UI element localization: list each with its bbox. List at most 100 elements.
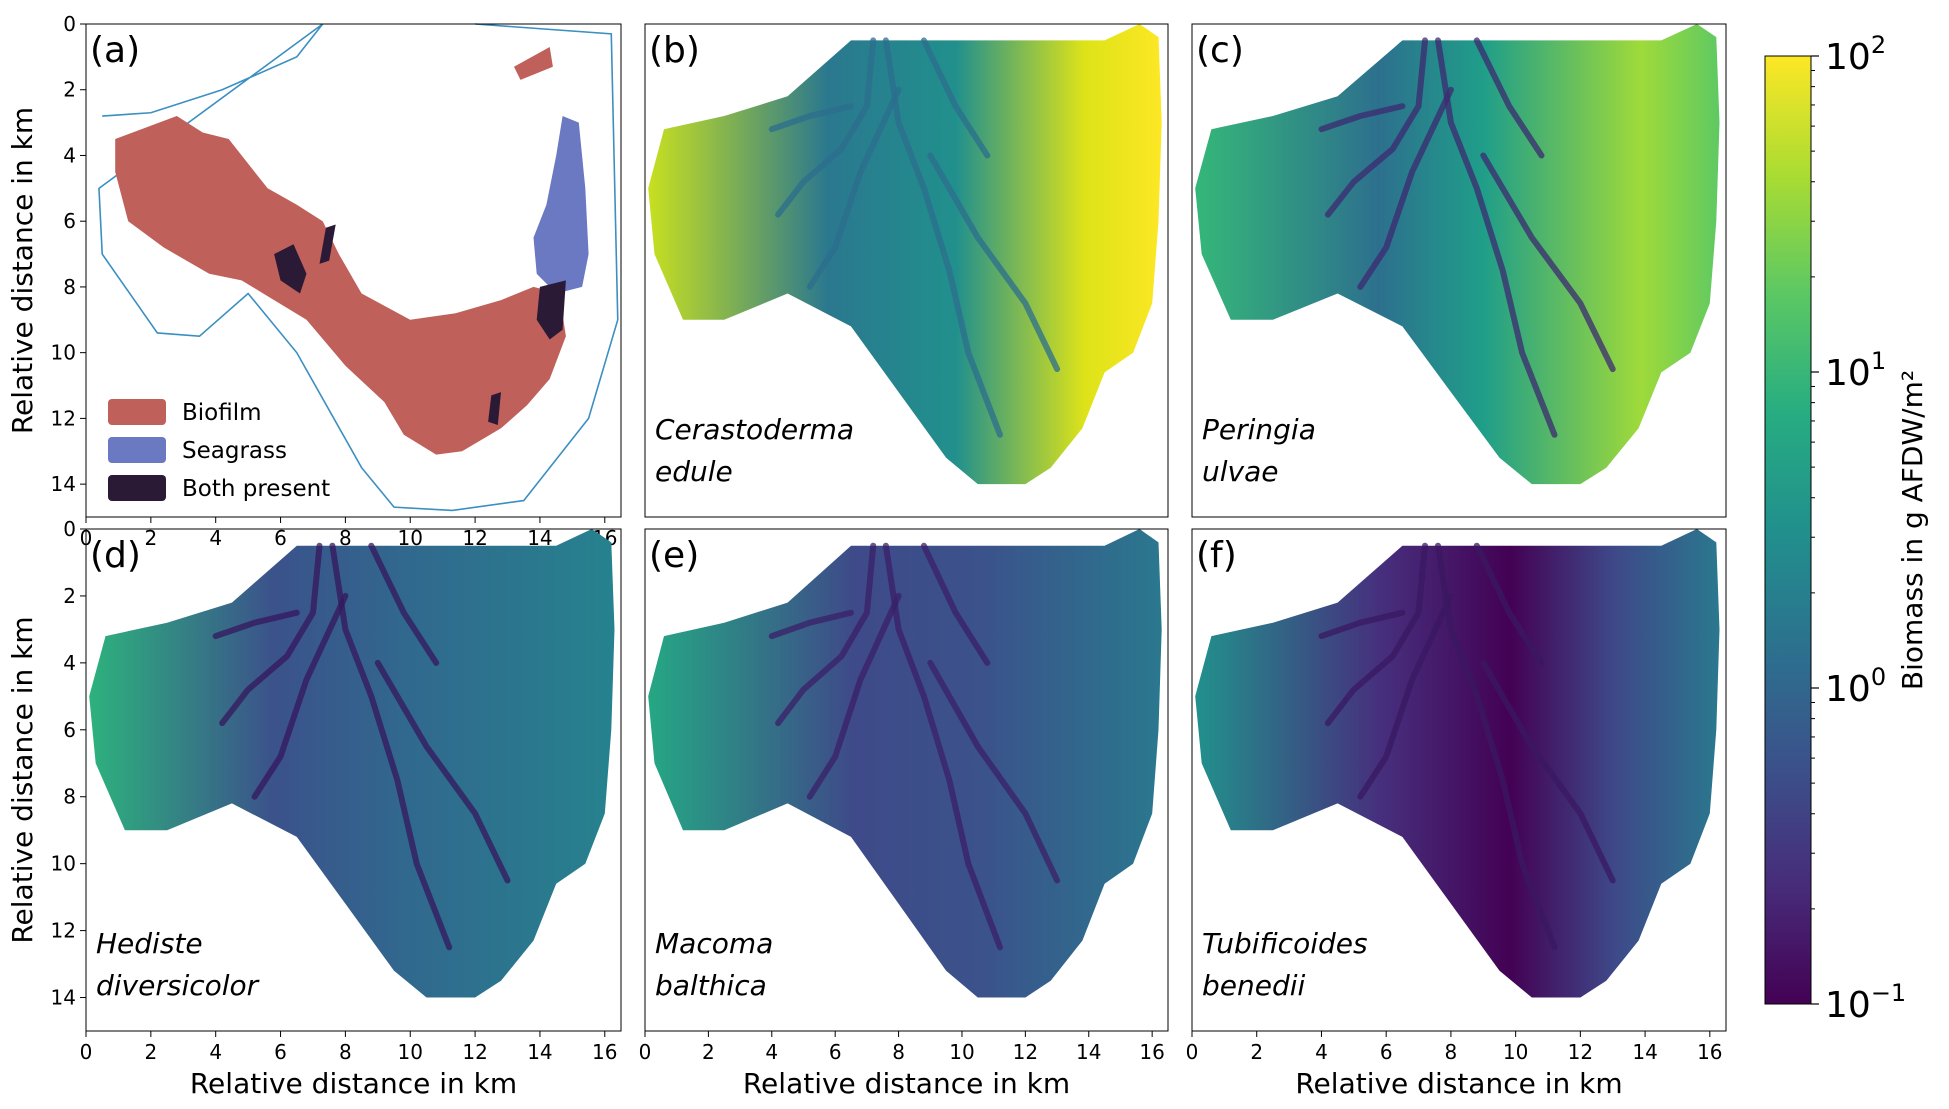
x-tick-label: 8 bbox=[339, 1040, 352, 1064]
creek-channel bbox=[251, 592, 349, 800]
y-tick-label: 12 bbox=[51, 919, 76, 943]
y-tick-label: 4 bbox=[63, 143, 76, 167]
panel-b: (b) Cerastoderma edule bbox=[644, 23, 1169, 518]
creek-channel bbox=[927, 152, 1061, 373]
legend-swatch bbox=[108, 437, 166, 463]
both-present-area bbox=[536, 280, 566, 340]
panel-label: (b) bbox=[649, 30, 700, 71]
x-tick-label: 0 bbox=[80, 1040, 93, 1064]
creek-channel bbox=[806, 592, 902, 800]
legend-label: Both present bbox=[182, 476, 330, 502]
x-tick-label: 4 bbox=[209, 1040, 222, 1064]
x-tick-label: 14 bbox=[527, 1040, 552, 1064]
x-axis-label: Relative distance in km bbox=[1295, 1067, 1622, 1100]
x-axis-label: Relative distance in km bbox=[743, 1067, 1070, 1100]
biomass-field bbox=[1195, 529, 1720, 998]
creek-channel bbox=[806, 86, 902, 290]
x-tick-label: 12 bbox=[1568, 1040, 1593, 1064]
panel-e: (e) Macoma balthica 0 2 4 6 8 10 12 14 16 Relative d… bbox=[639, 528, 1169, 1100]
creek-channel bbox=[219, 542, 323, 727]
creek-channel bbox=[1480, 152, 1616, 373]
x-tick-label: 14 bbox=[1076, 1040, 1101, 1064]
axes-frame bbox=[1191, 528, 1727, 1032]
x-tick-label: 8 bbox=[1445, 1040, 1458, 1064]
axes-frame bbox=[644, 528, 1169, 1032]
y-tick-label: 8 bbox=[63, 785, 76, 809]
creek-channel bbox=[920, 542, 991, 666]
species-label: benedii bbox=[1202, 969, 1306, 1002]
creek-channel bbox=[927, 659, 1061, 884]
creek-channel bbox=[1324, 542, 1428, 727]
legend-label: Biofilm bbox=[182, 400, 262, 426]
creek-channel bbox=[368, 542, 440, 666]
x-tick-label: 10 bbox=[949, 1040, 974, 1064]
y-tick-label: 6 bbox=[63, 209, 76, 233]
creek-channel bbox=[1473, 37, 1545, 159]
x-tick-label: 0 bbox=[1186, 1040, 1199, 1064]
y-tick-label: 10 bbox=[51, 341, 76, 365]
x-tick-label: 10 bbox=[398, 1040, 423, 1064]
x-tick-label: 2 bbox=[144, 1040, 157, 1064]
x-tick-label: 2 bbox=[702, 1040, 715, 1064]
panel-d: (d) Hediste diversicolor 0 2 4 6 8 10 12 14 16 0 2 4 6 8… bbox=[6, 517, 622, 1100]
x-tick-label: 8 bbox=[892, 1040, 905, 1064]
biomass-field bbox=[89, 529, 615, 998]
both-present-area bbox=[319, 224, 336, 264]
panel-label: (f) bbox=[1196, 535, 1237, 576]
x-tick-label: 10 bbox=[1503, 1040, 1528, 1064]
x-tick-label: 0 bbox=[639, 1040, 652, 1064]
panel-label: (a) bbox=[90, 30, 140, 71]
creek-channel bbox=[775, 542, 877, 727]
colorbar-tick-label: 101 bbox=[1825, 347, 1886, 394]
axes-frame bbox=[85, 23, 622, 518]
colorbar: 102 101 100 10−1 Biomass in g AFDW/m² bbox=[1764, 31, 1929, 1026]
x-tick-label: 6 bbox=[1380, 1040, 1393, 1064]
creek-channel bbox=[1318, 103, 1406, 133]
creek-channel bbox=[212, 609, 300, 640]
creek-channel bbox=[768, 609, 854, 640]
biofilm-area bbox=[115, 116, 566, 455]
y-axis-label: Relative distance in km bbox=[6, 616, 39, 943]
species-label: diversicolor bbox=[96, 969, 260, 1002]
creek-channel bbox=[1473, 542, 1545, 666]
colorbar-label: Biomass in g AFDW/m² bbox=[1896, 370, 1929, 690]
x-tick-label: 4 bbox=[765, 1040, 778, 1064]
biomass-field bbox=[648, 24, 1162, 485]
x-tick-label: 6 bbox=[829, 1040, 842, 1064]
species-label: Hediste bbox=[96, 927, 203, 960]
species-label: edule bbox=[655, 455, 733, 488]
x-tick-label: 12 bbox=[1013, 1040, 1038, 1064]
panel-label: (c) bbox=[1196, 30, 1244, 71]
y-tick-label: 0 bbox=[63, 12, 76, 36]
x-tick-label: 16 bbox=[592, 1040, 617, 1064]
y-axis-label: Relative distance in km bbox=[6, 107, 39, 434]
creek-channel bbox=[882, 542, 1003, 951]
panel-label: (e) bbox=[649, 535, 699, 576]
x-tick-label: 6 bbox=[274, 1040, 287, 1064]
species-label: Peringia bbox=[1202, 413, 1316, 446]
y-tick-label: 8 bbox=[63, 275, 76, 299]
creek-channel bbox=[920, 37, 991, 159]
creek-channel bbox=[882, 37, 1003, 438]
y-tick-label: 14 bbox=[51, 986, 76, 1010]
creek-channel bbox=[1480, 659, 1616, 884]
x-tick-label: 12 bbox=[462, 1040, 487, 1064]
species-label: Macoma bbox=[655, 927, 773, 960]
x-tick-label: 14 bbox=[1632, 1040, 1657, 1064]
panel-label: (d) bbox=[90, 535, 141, 576]
x-tick-label: 2 bbox=[1250, 1040, 1263, 1064]
creek-channel bbox=[1357, 592, 1454, 800]
species-label: Cerastoderma bbox=[655, 413, 854, 446]
water-outline bbox=[98, 23, 619, 512]
creek-channel bbox=[329, 542, 453, 951]
creek-channel bbox=[1435, 37, 1558, 438]
x-tick-label: 4 bbox=[1315, 1040, 1328, 1064]
creek-channel bbox=[374, 659, 511, 884]
creek-channel bbox=[1435, 542, 1558, 951]
y-tick-label: 2 bbox=[63, 78, 76, 102]
colorbar-tick-label: 10−1 bbox=[1825, 979, 1906, 1026]
y-tick-label: 14 bbox=[51, 472, 76, 496]
creek-channel bbox=[1324, 37, 1428, 218]
x-tick-label: 4 bbox=[209, 526, 222, 550]
